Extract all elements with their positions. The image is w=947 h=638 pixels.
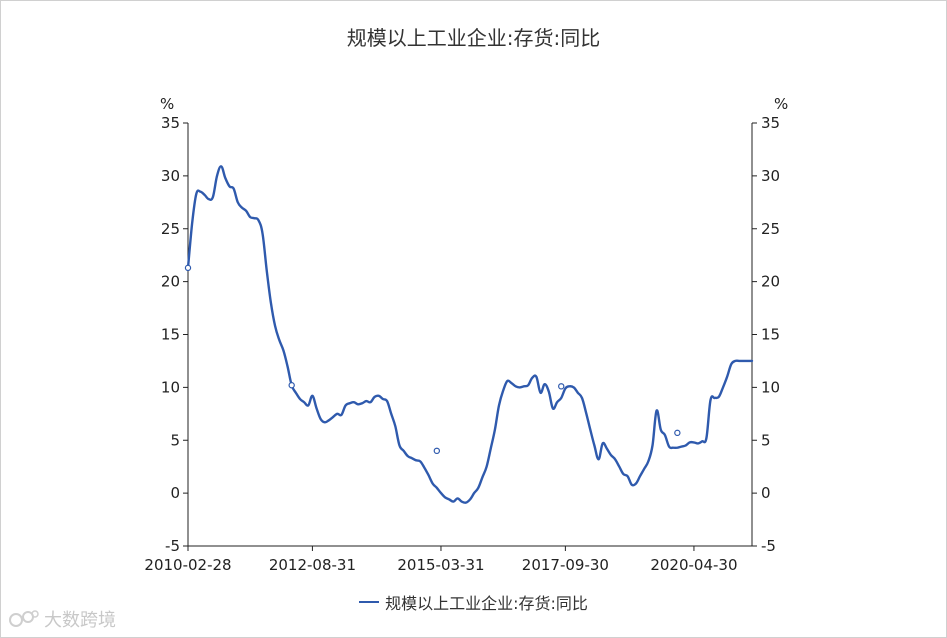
y-tick-label-left: -5 — [165, 537, 180, 555]
y-tick-label-left: 25 — [161, 220, 180, 238]
legend-swatch — [359, 601, 380, 603]
y-tick-label-right: 20 — [761, 273, 780, 291]
y-tick-label-right: 30 — [761, 167, 780, 185]
y-tick-label-left: 0 — [170, 484, 180, 502]
y-tick-label-right: 35 — [761, 114, 780, 132]
data-point-marker — [674, 429, 681, 437]
y-tick-label-right: 25 — [761, 220, 780, 238]
x-tick-label: 2010-02-28 — [144, 556, 231, 574]
axes: % % -5 -5 0 0 5 5 10 10 15 15 20 20 25 25 30 30 35 35 2010-0… — [144, 95, 788, 574]
y-tick-label-right: 5 — [761, 431, 771, 449]
legend[interactable]: 规模以上工业企业:存货:同比 — [0, 590, 947, 614]
y-tick-label-right: 0 — [761, 484, 771, 502]
x-tick-label: 2017-09-30 — [522, 556, 609, 574]
watermark: 大数跨境 — [8, 606, 116, 632]
y-tick-label-right: 10 — [761, 378, 780, 396]
x-tick-label: 2015-03-31 — [397, 556, 484, 574]
brand-logo-icon — [9, 610, 39, 627]
data-point-marker — [184, 264, 192, 272]
x-tick-label: 2020-04-30 — [650, 556, 737, 574]
series-line — [186, 165, 754, 504]
plot-area — [184, 165, 754, 504]
legend-label: 规模以上工业企业:存货:同比 — [385, 594, 588, 613]
data-point-marker — [288, 382, 295, 389]
y-tick-label-left: 10 — [161, 378, 180, 396]
y-tick-label-left: 20 — [161, 273, 180, 291]
y-tick-label-left: 15 — [161, 326, 180, 344]
y-unit-left: % — [160, 95, 174, 113]
y-tick-label-left: 35 — [161, 114, 180, 132]
chart-title: 规模以上工业企业:存货:同比 — [346, 26, 601, 50]
y-tick-label-left: 5 — [170, 431, 180, 449]
watermark-text: 大数跨境 — [44, 610, 116, 631]
y-tick-label-right: 15 — [761, 326, 780, 344]
y-tick-label-left: 30 — [161, 167, 180, 185]
y-unit-right: % — [774, 95, 788, 113]
data-point-marker — [558, 383, 565, 390]
y-tick-label-right: -5 — [761, 537, 776, 555]
x-tick-label: 2012-08-31 — [269, 556, 356, 574]
data-point-marker — [433, 447, 441, 455]
